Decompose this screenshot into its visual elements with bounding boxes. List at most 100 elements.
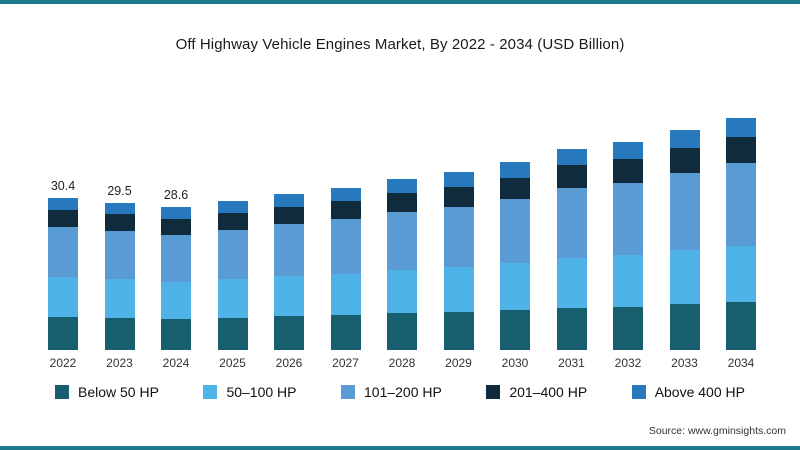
bar-segment bbox=[556, 257, 587, 308]
bar-column-2028 bbox=[381, 160, 423, 350]
bar-segment bbox=[217, 229, 248, 279]
stacked-bar bbox=[500, 162, 530, 350]
legend-label: Below 50 HP bbox=[78, 384, 159, 400]
bar-segment bbox=[104, 202, 135, 214]
bar-segment bbox=[48, 210, 78, 227]
bar-column-2025 bbox=[212, 182, 254, 350]
bar-segment bbox=[669, 304, 700, 350]
x-tick-label: 2028 bbox=[388, 356, 416, 370]
bar-column-2027 bbox=[325, 169, 367, 350]
bar-segment bbox=[274, 276, 304, 316]
legend-label: 50–100 HP bbox=[226, 384, 297, 400]
legend-label: 201–400 HP bbox=[509, 384, 588, 400]
bar-value-label: 29.5 bbox=[107, 183, 132, 198]
bar-segment bbox=[161, 281, 191, 319]
bar-value-label: 30.4 bbox=[50, 179, 76, 193]
bar-segment bbox=[217, 213, 248, 230]
bar-column-2033 bbox=[664, 111, 706, 350]
bar-segment bbox=[613, 182, 643, 255]
bar-segment bbox=[48, 227, 78, 277]
legend-swatch-icon bbox=[341, 385, 355, 399]
bar-segment bbox=[274, 206, 304, 224]
bar-segment bbox=[500, 177, 530, 199]
bar-segment bbox=[161, 234, 191, 282]
x-tick-label: 2025 bbox=[219, 356, 246, 370]
stacked-bar bbox=[556, 148, 587, 350]
bar-segment bbox=[387, 313, 417, 350]
bar-column-2030 bbox=[494, 143, 536, 350]
bar-segment bbox=[48, 198, 78, 210]
bar-segment bbox=[613, 159, 643, 183]
bar-segment bbox=[726, 245, 756, 302]
bar-segment bbox=[443, 312, 474, 350]
bar-segment bbox=[387, 178, 417, 193]
stacked-bar bbox=[726, 117, 756, 350]
chart-title: Off Highway Vehicle Engines Market, By 2… bbox=[175, 36, 625, 53]
x-tick-label: 2030 bbox=[501, 356, 529, 370]
bar-segment bbox=[556, 188, 587, 258]
x-axis-labels: 2022 2023 2024 2025 2026 2027 2028 2029 2030 2031… bbox=[42, 356, 762, 370]
bar-segment bbox=[330, 219, 361, 274]
bar-column-2024: 28.6 bbox=[155, 188, 197, 350]
bar-segment bbox=[443, 267, 474, 312]
legend-item: 50–100 HP bbox=[203, 384, 297, 400]
bar-segment bbox=[613, 306, 643, 350]
bar-segment bbox=[387, 192, 417, 212]
legend-swatch-icon bbox=[203, 385, 218, 399]
stacked-bar bbox=[48, 198, 78, 350]
x-tick-label: 2027 bbox=[332, 356, 359, 370]
legend-swatch-icon bbox=[486, 385, 501, 399]
bar-segment bbox=[330, 315, 361, 350]
bar-segment bbox=[500, 198, 530, 263]
bar-segment bbox=[443, 186, 474, 207]
legend-swatch-icon bbox=[55, 385, 69, 399]
legend-item: Below 50 HP bbox=[55, 384, 159, 400]
bar-segment bbox=[387, 269, 417, 313]
x-tick-label: 2026 bbox=[275, 356, 303, 370]
legend-label: Above 400 HP bbox=[654, 384, 745, 400]
bar-segment bbox=[104, 214, 135, 231]
bar-segment bbox=[104, 317, 135, 350]
bar-segment bbox=[48, 316, 78, 350]
bar-segment bbox=[161, 318, 191, 350]
bar-segment bbox=[613, 142, 643, 159]
stacked-bar bbox=[387, 178, 417, 350]
bar-segment bbox=[669, 172, 700, 250]
x-tick-label: 2034 bbox=[727, 356, 755, 370]
bar-segment bbox=[726, 136, 756, 163]
bar-value-label: 28.6 bbox=[163, 188, 189, 202]
x-tick-label: 2033 bbox=[671, 356, 698, 370]
bar-column-2029 bbox=[438, 153, 480, 350]
bar-segment bbox=[669, 147, 700, 173]
bar-column-2026 bbox=[268, 175, 310, 350]
stacked-bar bbox=[274, 194, 304, 350]
stacked-bar bbox=[443, 172, 474, 350]
legend-swatch-icon bbox=[631, 385, 646, 399]
legend-item: Above 400 HP bbox=[631, 384, 745, 400]
bar-column-2023: 29.5 bbox=[99, 183, 141, 350]
bar-segment bbox=[500, 263, 530, 310]
source-attribution: Source: www.gminsights.com bbox=[648, 425, 786, 437]
bar-segment bbox=[669, 250, 700, 304]
bar-segment bbox=[161, 207, 191, 219]
bar-segment bbox=[330, 188, 361, 201]
bar-segment bbox=[500, 310, 530, 350]
bar-segment bbox=[274, 194, 304, 207]
bar-column-2022: 30.4 bbox=[42, 179, 84, 350]
bar-segment bbox=[443, 206, 474, 267]
bar-segment bbox=[330, 273, 361, 315]
bar-segment bbox=[217, 201, 248, 213]
x-tick-label: 2023 bbox=[106, 356, 133, 370]
stacked-bar bbox=[161, 207, 191, 350]
legend-item: 201–400 HP bbox=[486, 384, 587, 400]
x-tick-label: 2024 bbox=[162, 356, 190, 370]
bar-segment bbox=[556, 307, 587, 350]
x-tick-label: 2029 bbox=[445, 356, 472, 370]
bar-column-2032 bbox=[607, 123, 649, 350]
bar-segment bbox=[443, 172, 474, 187]
stacked-bar bbox=[330, 188, 361, 350]
bar-column-2031 bbox=[551, 130, 593, 350]
stacked-bar bbox=[104, 202, 135, 350]
legend-label: 101–200 HP bbox=[364, 384, 442, 400]
bar-segment bbox=[217, 317, 248, 350]
